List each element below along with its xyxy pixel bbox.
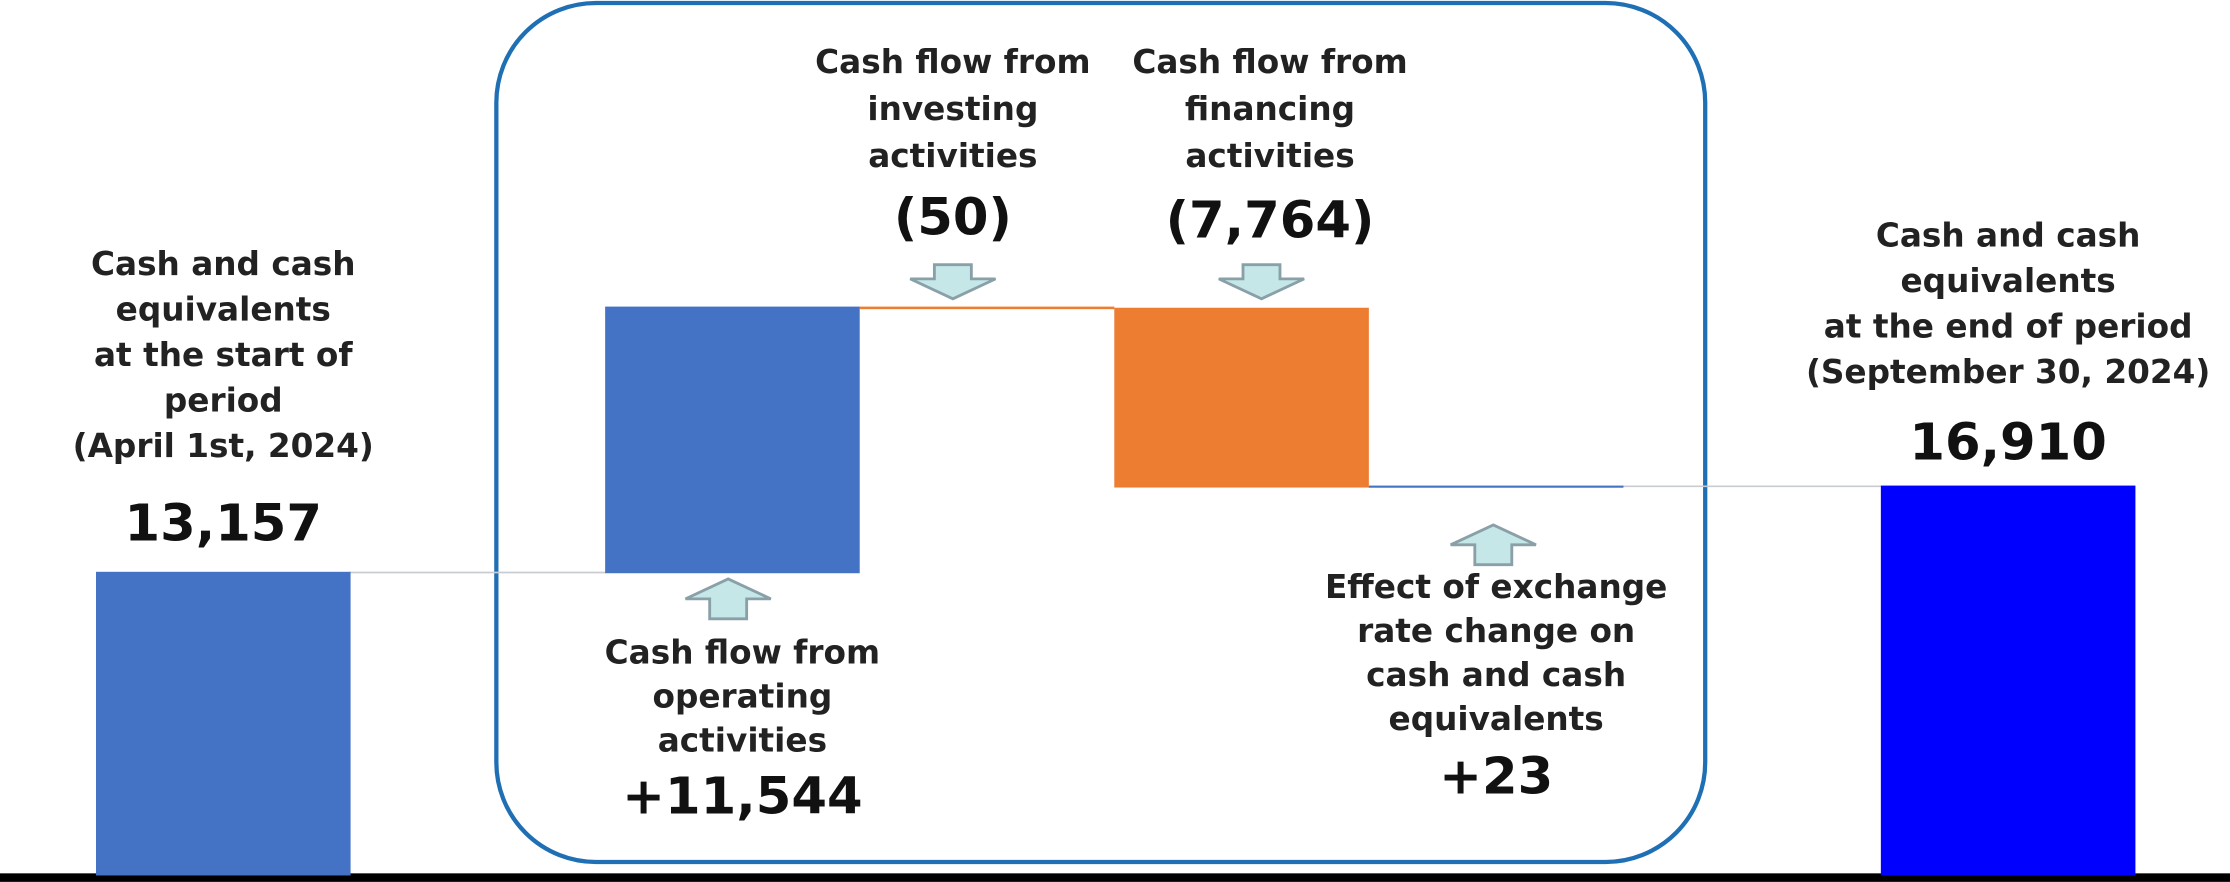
bar xyxy=(1114,307,1369,488)
category-label: Cash flow from xyxy=(605,633,880,671)
category-label: Cash and cash xyxy=(91,245,356,283)
category-label: at the end of period xyxy=(1824,308,2193,346)
category-label: equivalents xyxy=(1389,700,1604,738)
bar xyxy=(95,571,351,876)
category-label: activities xyxy=(1185,137,1354,175)
bar xyxy=(859,306,1115,310)
category-label: investing xyxy=(867,90,1038,128)
bar xyxy=(1880,485,2136,876)
category-label: (April 1st, 2024) xyxy=(73,427,374,465)
category-label: cash and cash xyxy=(1366,656,1626,694)
category-label: at the start of xyxy=(94,336,353,374)
bar xyxy=(605,306,860,574)
category-label: financing xyxy=(1185,90,1355,128)
arrow xyxy=(1450,523,1537,567)
category-label: (September 30, 2024) xyxy=(1806,353,2210,391)
bar xyxy=(1368,485,1624,488)
group-frame xyxy=(494,0,1708,865)
category-label: operating xyxy=(652,677,832,715)
value-label: +11,544 xyxy=(622,766,862,826)
category-label: equivalents xyxy=(1901,262,2116,300)
category-label: Cash and cash xyxy=(1876,217,2141,255)
category-label: rate change on xyxy=(1357,612,1635,650)
category-label: period xyxy=(164,382,283,420)
value-label: 13,157 xyxy=(125,493,323,553)
category-label: Cash flow from xyxy=(1132,43,1407,81)
arrow xyxy=(909,263,997,301)
category-label: equivalents xyxy=(116,291,331,329)
category-label: Cash flow from xyxy=(815,43,1090,81)
x-axis xyxy=(0,873,2230,882)
category-label: activities xyxy=(868,137,1037,175)
category-label: activities xyxy=(658,722,827,760)
value-label: (50) xyxy=(894,188,1012,248)
arrow xyxy=(1218,263,1305,301)
category-label: Effect of exchange xyxy=(1325,568,1667,606)
value-label: (7,764) xyxy=(1166,190,1375,250)
value-label: +23 xyxy=(1439,746,1553,806)
arrow xyxy=(684,577,772,621)
value-label: 16,910 xyxy=(1909,412,2107,472)
